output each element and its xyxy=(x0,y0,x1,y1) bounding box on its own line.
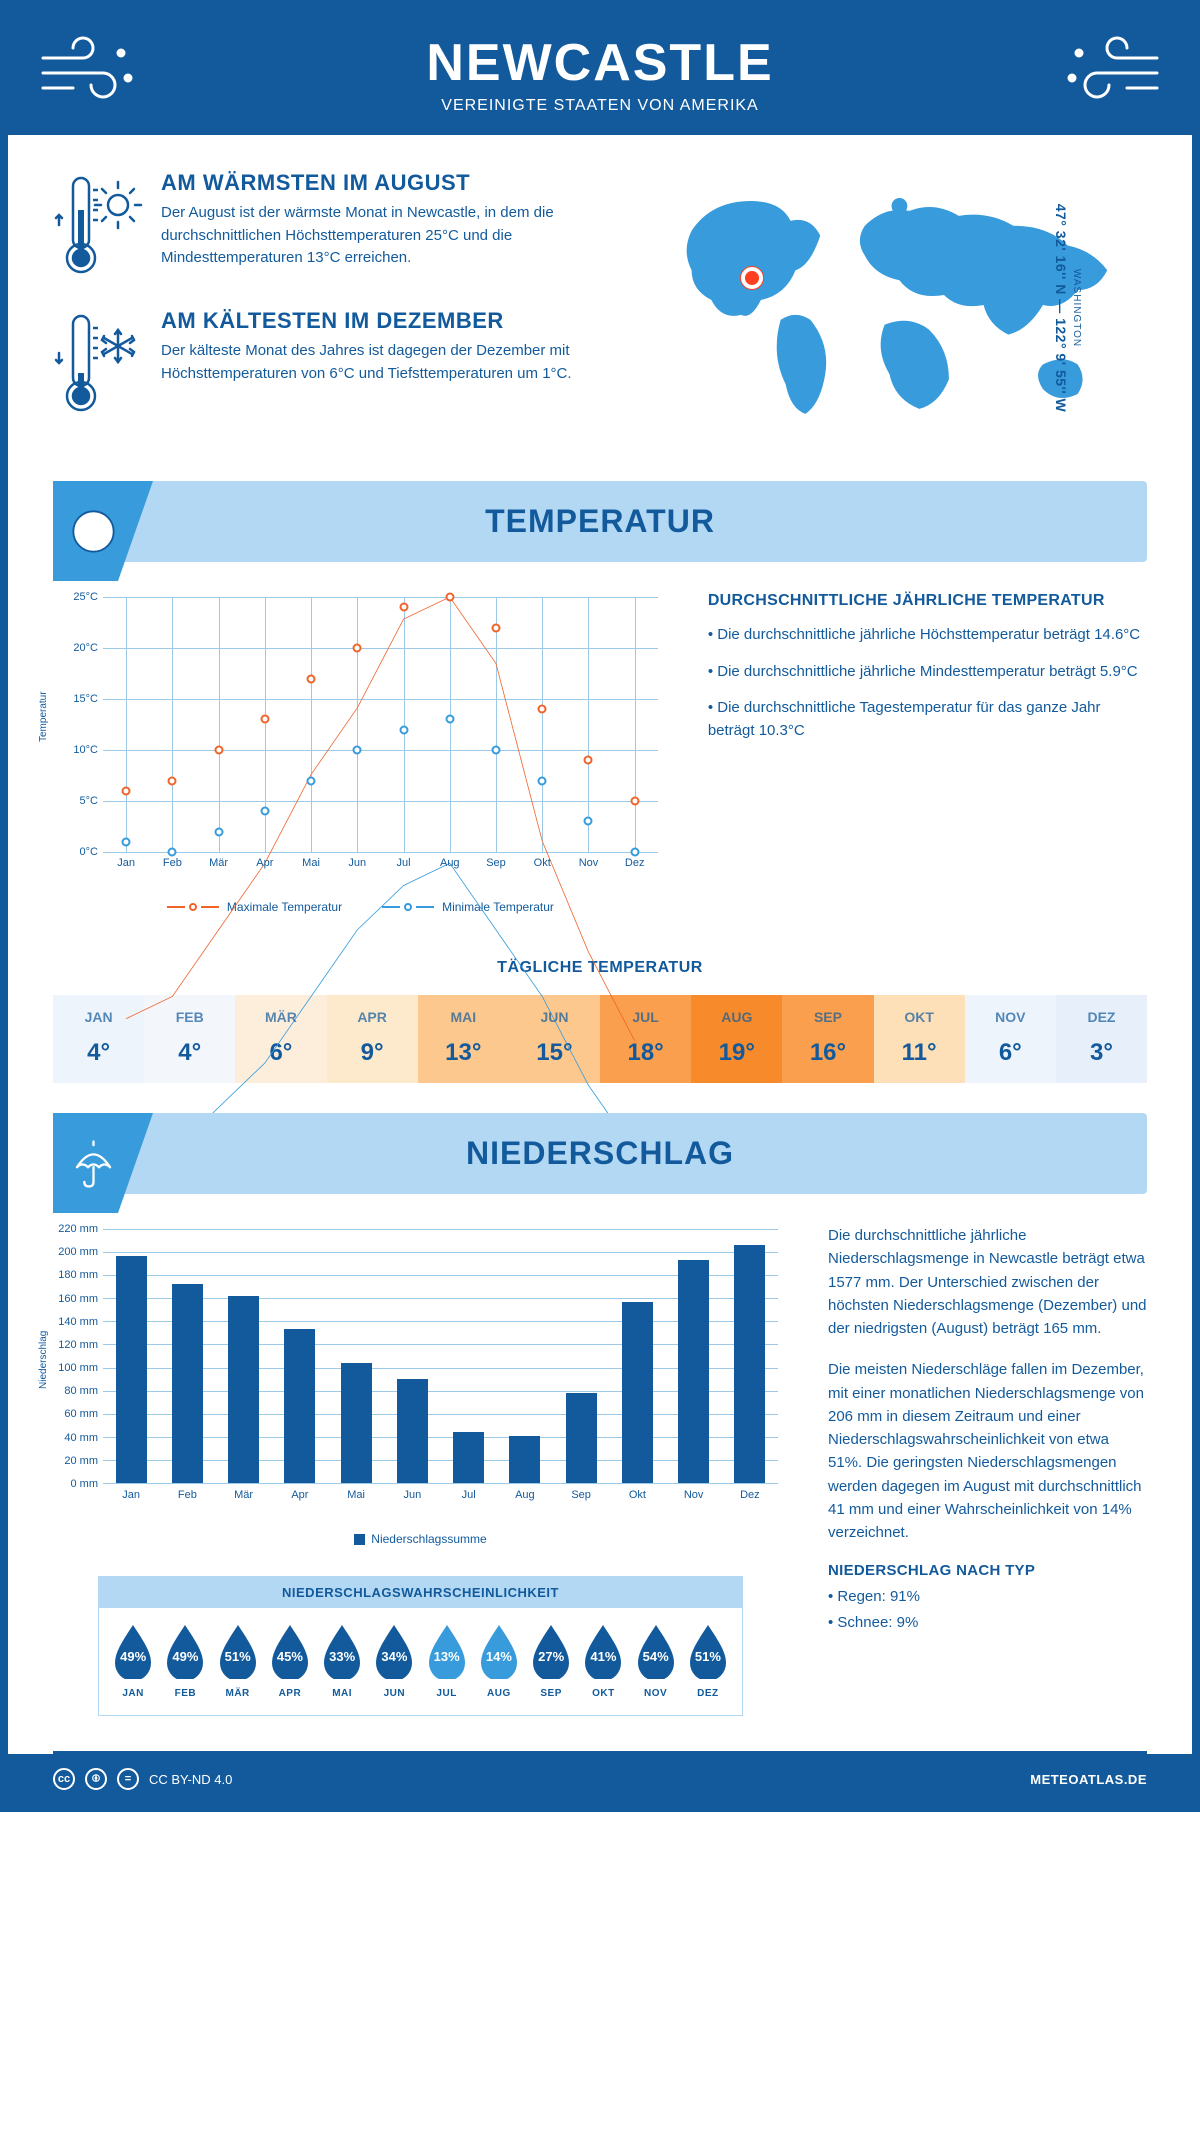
warmest-block: AM WÄRMSTEN IM AUGUST Der August ist der… xyxy=(53,170,622,280)
probability-box: NIEDERSCHLAGSWAHRSCHEINLICHKEIT 49% JAN … xyxy=(98,1576,743,1716)
daily-cell: AUG19° xyxy=(691,995,782,1083)
probability-drop: 54% NOV xyxy=(632,1623,680,1699)
probability-drop: 27% SEP xyxy=(527,1623,575,1699)
probability-drop: 33% MAI xyxy=(318,1623,366,1699)
probability-drop: 45% APR xyxy=(266,1623,314,1699)
precipitation-chart: Niederschlag 0 mm20 mm40 mm60 mm80 mm100… xyxy=(53,1224,788,1524)
warmest-title: AM WÄRMSTEN IM AUGUST xyxy=(161,170,622,196)
temperature-chart: Temperatur 0°C5°C10°C15°C20°C25°CJanFebM… xyxy=(53,592,668,914)
precipitation-legend: Niederschlagssumme xyxy=(53,1532,788,1546)
coldest-title: AM KÄLTESTEN IM DEZEMBER xyxy=(161,308,622,334)
probability-drop: 51% MÄR xyxy=(214,1623,262,1699)
world-map: WASHINGTON 47° 32' 16'' N — 122° 9' 55''… xyxy=(652,170,1147,446)
brand: METEOATLAS.DE xyxy=(1030,1772,1147,1787)
daily-cell: NOV6° xyxy=(965,995,1056,1083)
header: NEWCASTLE VEREINIGTE STAATEN VON AMERIKA xyxy=(8,8,1192,135)
nd-icon: = xyxy=(117,1768,139,1790)
warmest-text: Der August ist der wärmste Monat in Newc… xyxy=(161,202,622,270)
probability-drop: 51% DEZ xyxy=(684,1623,732,1699)
precipitation-banner: NIEDERSCHLAG xyxy=(53,1113,1147,1194)
thermometer-cold-icon xyxy=(53,308,143,418)
by-icon: 🅯 xyxy=(85,1768,107,1790)
section-title: NIEDERSCHLAG xyxy=(53,1135,1147,1172)
thermometer-hot-icon xyxy=(53,170,143,280)
section-title: TEMPERATUR xyxy=(53,503,1147,540)
daily-cell: SEP16° xyxy=(782,995,873,1083)
probability-drop: 14% AUG xyxy=(475,1623,523,1699)
map-marker xyxy=(741,267,763,289)
coldest-text: Der kälteste Monat des Jahres ist dagege… xyxy=(161,340,622,385)
precipitation-description: Die durchschnittliche jährliche Niedersc… xyxy=(828,1224,1147,1746)
probability-drop: 49% FEB xyxy=(161,1623,209,1699)
daily-cell: DEZ3° xyxy=(1056,995,1147,1083)
coldest-block: AM KÄLTESTEN IM DEZEMBER Der kälteste Mo… xyxy=(53,308,622,418)
cc-icon: cc xyxy=(53,1768,75,1790)
probability-drop: 13% JUL xyxy=(423,1623,471,1699)
coordinates: WASHINGTON 47° 32' 16'' N — 122° 9' 55''… xyxy=(1053,204,1082,413)
info-row: AM WÄRMSTEN IM AUGUST Der August ist der… xyxy=(8,135,1192,471)
wind-icon xyxy=(1057,33,1167,103)
probability-drop: 34% JUN xyxy=(370,1623,418,1699)
temperature-banner: TEMPERATUR xyxy=(53,481,1147,562)
daily-cell: OKT11° xyxy=(874,995,965,1083)
license: cc 🅯 = CC BY-ND 4.0 xyxy=(53,1768,232,1790)
footer: cc 🅯 = CC BY-ND 4.0 METEOATLAS.DE xyxy=(8,1754,1192,1804)
temperature-description: DURCHSCHNITTLICHE JÄHRLICHE TEMPERATUR •… xyxy=(708,592,1147,914)
probability-drop: 49% JAN xyxy=(109,1623,157,1699)
probability-drop: 41% OKT xyxy=(579,1623,627,1699)
city-title: NEWCASTLE xyxy=(8,33,1192,93)
country-subtitle: VEREINIGTE STAATEN VON AMERIKA xyxy=(8,97,1192,115)
wind-icon xyxy=(33,33,143,103)
